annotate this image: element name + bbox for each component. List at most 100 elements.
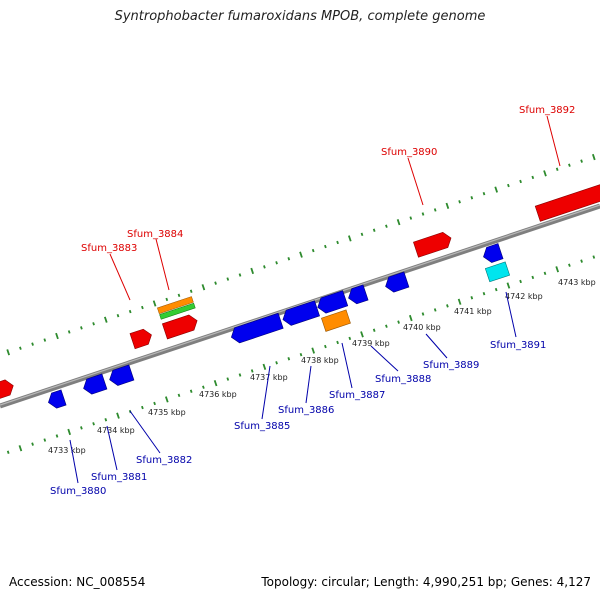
major-tick [55,332,59,340]
kbp-label: 4741 kbp [454,307,492,316]
gene-label-sfum-3891[interactable]: Sfum_3891 [490,340,546,351]
minor-tick [55,434,59,438]
minor-tick [397,320,400,324]
gene-feature-sfum-3885[interactable] [229,312,284,345]
gene-label-sfum-3889[interactable]: Sfum_3889 [423,360,479,371]
gene-feature-sfum-3890[interactable] [413,230,453,258]
gene-label-sfum-3886[interactable]: Sfum_3886 [278,405,334,416]
minor-tick [519,179,522,184]
major-tick [311,347,316,354]
minor-tick [6,450,10,454]
reverse-features [46,243,511,410]
gene-feature-sfum-3888[interactable] [346,284,369,306]
gene-feature-sfum-3884-misc[interactable] [159,302,196,320]
reverse-gene-labels [69,291,517,484]
major-tick [457,298,462,305]
minor-tick [141,305,144,310]
kbp-label: 4736 kbp [199,390,237,399]
kbp-label: 4737 kbp [250,373,288,382]
minor-tick [214,281,217,285]
kbp-label: 4739 kbp [352,339,390,348]
minor-tick [360,232,364,237]
gene-label-sfum-3880[interactable]: Sfum_3880 [50,486,106,497]
gene-feature-sfum-3882[interactable] [107,364,135,387]
major-tick [396,219,401,226]
leader-line [109,253,131,301]
minor-tick [141,405,144,410]
leader-line [155,238,170,291]
minor-tick [421,212,425,216]
minor-tick [433,208,437,212]
gene-feature-sfum-3891[interactable] [481,243,504,265]
gene-feature-sfum-3884-rna[interactable] [157,296,194,314]
gene-label-sfum-3883[interactable]: Sfum_3883 [81,243,137,254]
minor-tick [458,200,461,204]
gene-feature-sfum-3887[interactable] [315,290,349,315]
gene-label-sfum-3882[interactable]: Sfum_3882 [136,455,192,466]
minor-tick [165,297,169,302]
major-tick [213,380,218,387]
minor-tick [80,426,83,430]
minor-tick [275,261,278,265]
gene-feature-sfum-3887-rna[interactable] [321,309,351,332]
gene-feature-sfum-3886[interactable] [280,300,320,328]
forward-gene-labels [109,115,561,301]
leader-line [370,345,399,372]
minor-tick [348,336,352,341]
gene-feature-sfum-3884-cds[interactable] [161,313,199,340]
gene-label-sfum-3885[interactable]: Sfum_3885 [234,421,290,432]
minor-tick [446,304,449,308]
gene-label-sfum-3890[interactable]: Sfum_3890 [381,147,437,158]
gene-feature-sfum-3889[interactable] [383,271,410,294]
major-tick [360,331,364,338]
minor-tick [568,263,571,267]
gene-feature-sfum-3892[interactable] [534,183,600,222]
gene-label-sfum-3884[interactable]: Sfum_3884 [127,229,183,240]
kbp-label: 4738 kbp [301,356,339,365]
upper-tick-track [6,153,596,356]
minor-tick [238,273,242,277]
minor-tick [470,196,474,200]
minor-tick [592,255,596,259]
minor-tick [299,352,303,357]
leader-line [69,439,79,484]
major-tick [67,428,72,436]
gene-label-sfum-3888[interactable]: Sfum_3888 [375,374,431,385]
gene-feature[interactable] [0,378,16,402]
major-tick [408,314,413,322]
minor-tick [43,338,47,342]
minor-tick [189,289,193,293]
kbp-label: 4740 kbp [403,323,441,332]
gene-feature-sfum-3880[interactable] [46,389,67,410]
gene-label-sfum-3881[interactable]: Sfum_3881 [91,472,147,483]
gene-feature-sfum-3883[interactable] [129,327,154,350]
minor-tick [177,393,181,398]
major-tick [116,412,120,419]
gene-feature-sfum-3881[interactable] [81,373,108,396]
minor-tick [202,385,205,389]
kbp-label: 4734 kbp [97,426,135,435]
minor-tick [482,291,486,296]
minor-tick [287,357,291,361]
minor-tick [543,271,547,276]
minor-tick [67,330,71,334]
minor-tick [128,309,132,314]
leader-line [261,365,271,420]
minor-tick [409,216,413,220]
map-title: Syntrophobacter fumaroxidans MPOB, compl… [114,9,486,24]
leader-line [425,333,448,359]
gene-label-sfum-3887[interactable]: Sfum_3887 [329,390,385,401]
leader-line [407,157,424,206]
minor-tick [275,361,278,365]
minor-tick [519,279,522,284]
gene-feature-sfum-3891-misc[interactable] [484,261,511,283]
kbp-label: 4733 kbp [48,446,86,455]
minor-tick [433,308,437,312]
leader-line [129,410,161,454]
minor-tick [580,259,583,263]
minor-tick [372,328,376,332]
minor-tick [263,265,266,269]
gene-label-sfum-3892[interactable]: Sfum_3892 [519,105,575,116]
major-tick [543,170,547,177]
minor-tick [494,287,498,292]
